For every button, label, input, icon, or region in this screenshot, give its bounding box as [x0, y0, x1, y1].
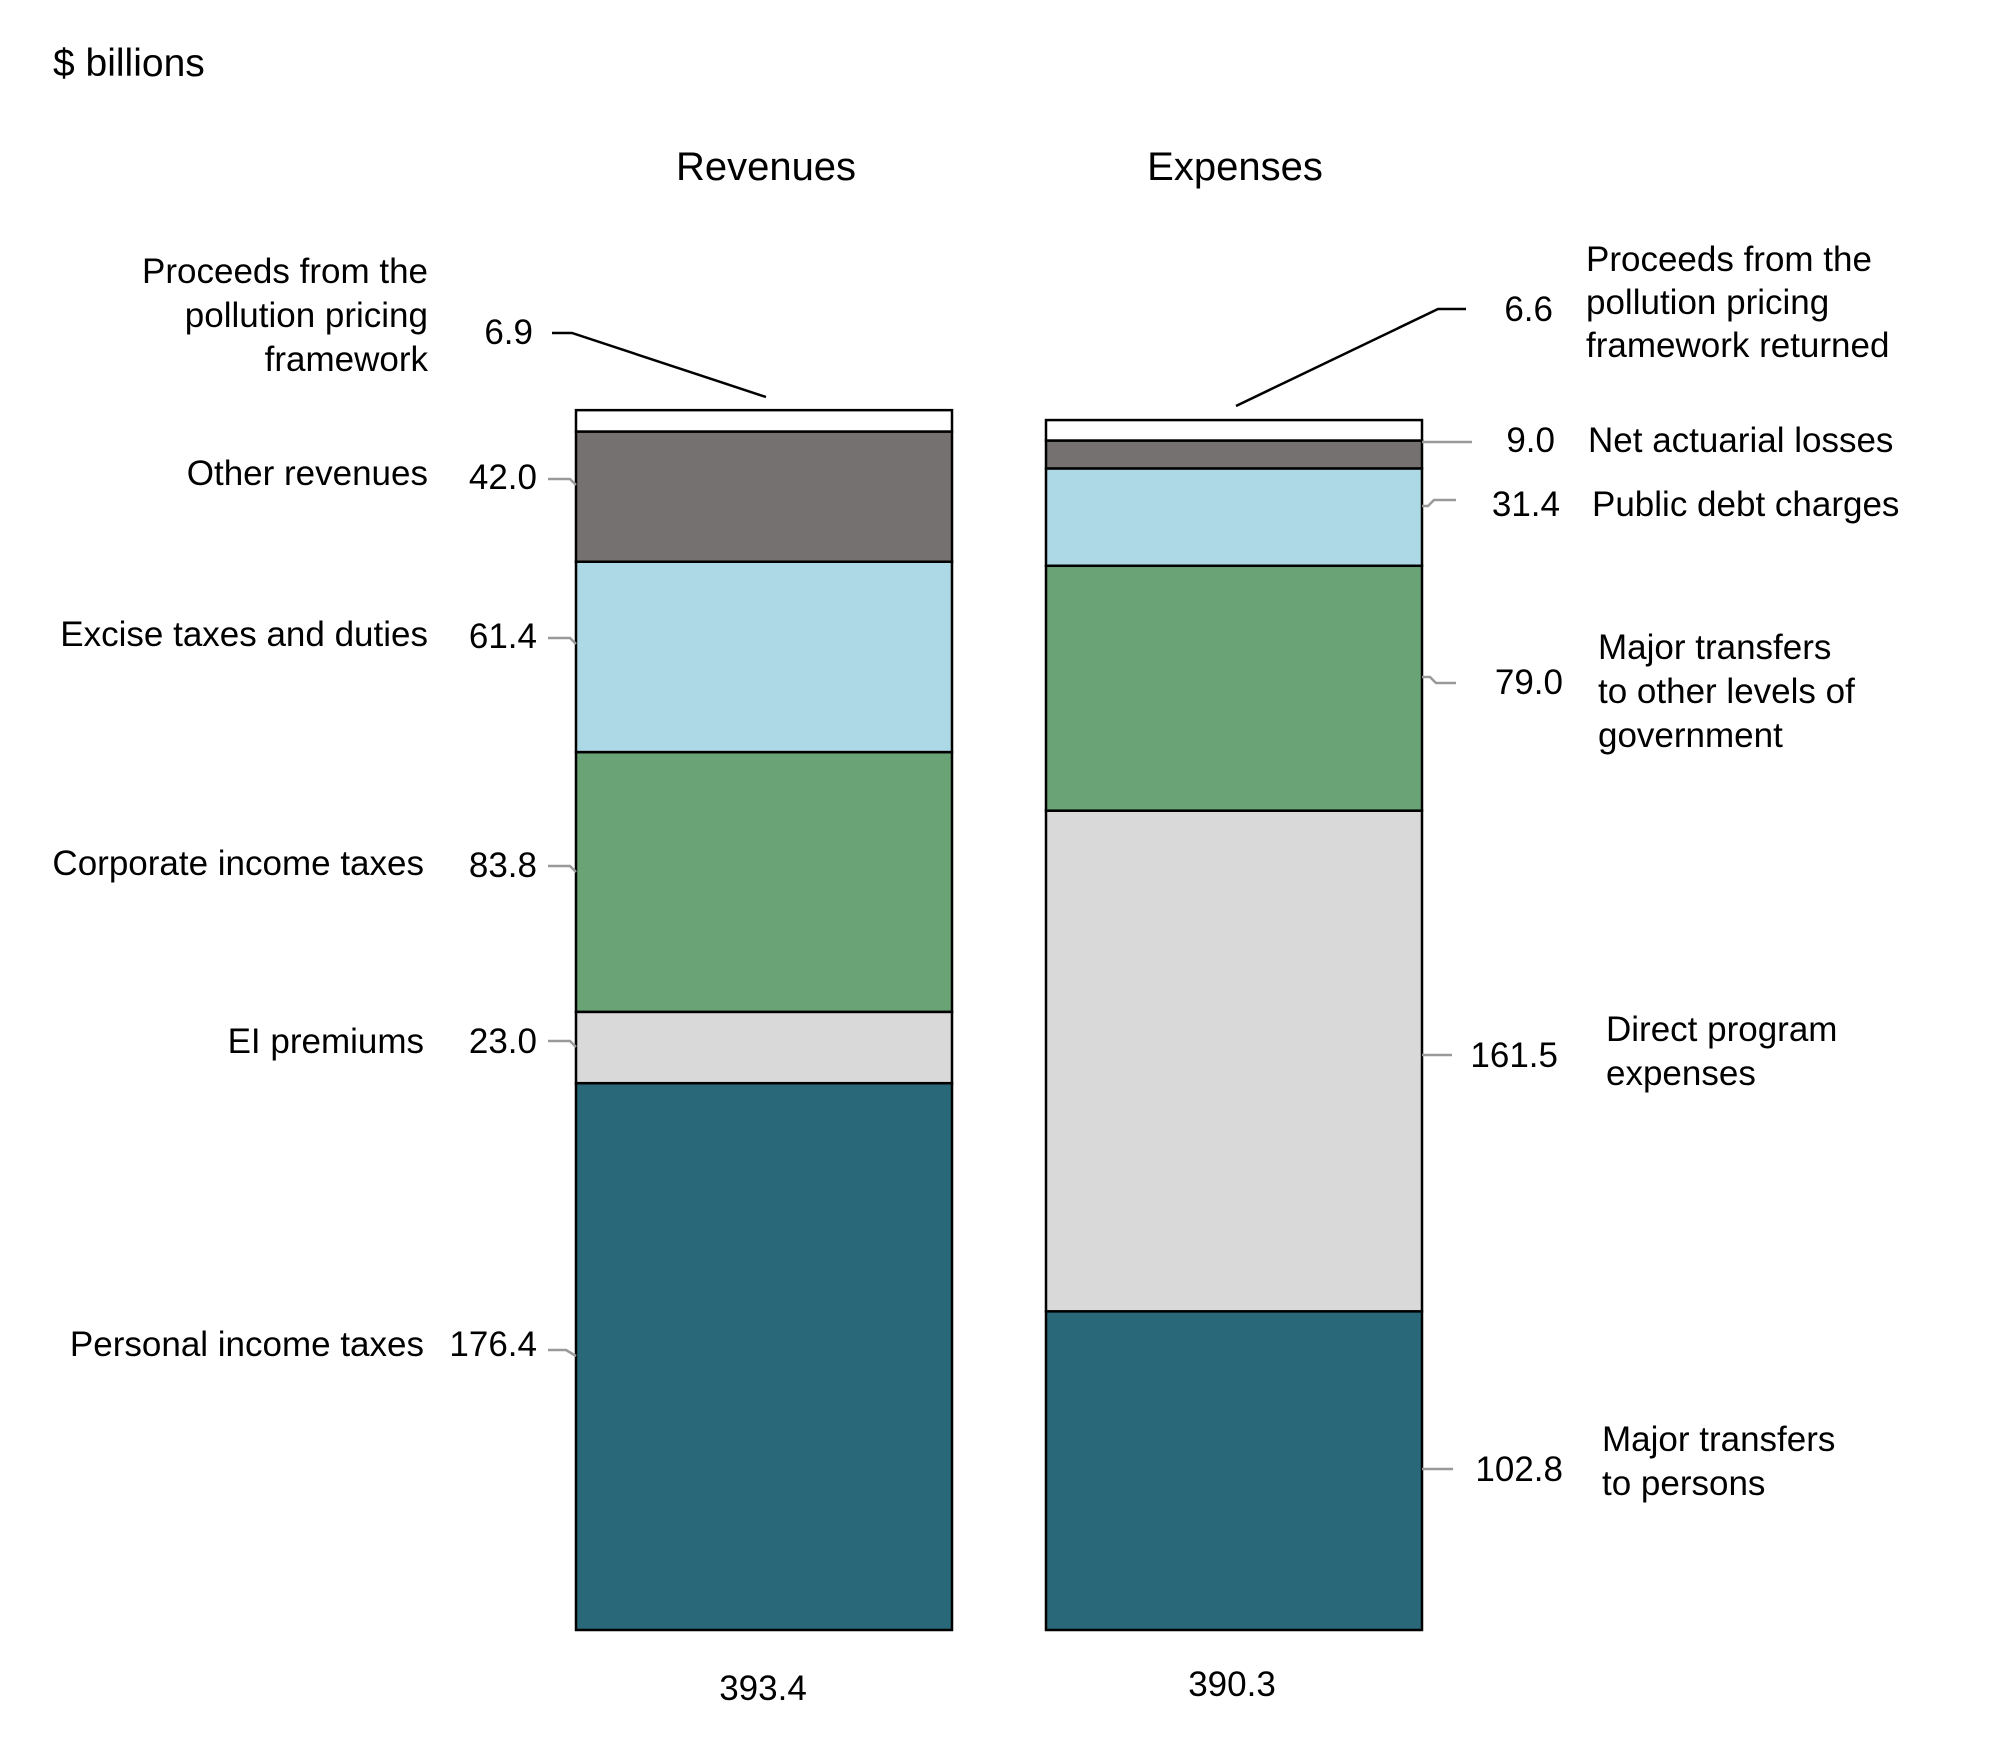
revenues-segment-excise-taxes-and-duties: [574, 560, 954, 754]
expenses-leader-public-debt-charges: [1422, 498, 1456, 508]
revenues-leader-personal-income-taxes: [548, 1348, 577, 1358]
revenues-value-other-revenues: 42.0: [469, 458, 537, 497]
expenses-bar: [1044, 418, 1424, 1632]
revenues-label-excise-taxes-and-duties: Excise taxes and duties: [60, 615, 428, 654]
revenues-label-other-revenues: Other revenues: [187, 454, 428, 493]
expenses-label-major-transfers-to-other-levels-of-government: Major transfers to other levels of governm…: [1598, 628, 1855, 755]
expenses-label-direct-program-expenses: Direct program expenses: [1606, 1010, 1837, 1093]
revenues-segment-proceeds-from-the-pollution-pricing-framework: [574, 408, 954, 433]
revenues-title: Revenues: [676, 145, 856, 189]
revenues-leader-excise-taxes-and-duties: [548, 636, 577, 645]
expenses-segment-major-transfers-to-persons: [1044, 1310, 1424, 1632]
expenses-label-net-actuarial-losses: Net actuarial losses: [1588, 421, 1893, 460]
expenses-label-proceeds-from-the-pollution-pricing-framework-returned: Proceeds from the pollution pricing framew…: [1586, 240, 1889, 365]
revenues-segment-ei-premiums: [574, 1010, 954, 1085]
expenses-value-major-transfers-to-persons: 102.8: [1475, 1450, 1563, 1489]
revenues-leader-proceeds-from-the-pollution-pricing-framework: [552, 331, 767, 399]
expenses-leader-major-transfers-to-other-levels-of-government: [1422, 675, 1456, 685]
revenues-label-ei-premiums: EI premiums: [228, 1022, 424, 1061]
unit-label: $ billions: [53, 42, 205, 85]
revenues-leader-corporate-income-taxes: [548, 864, 577, 873]
revenues-segment-personal-income-taxes: [574, 1081, 954, 1632]
revenues-labels: 176.4 Personal income taxes 23.0 EI premium…: [52, 252, 767, 1364]
expenses-total-label: 390.3: [1188, 1665, 1276, 1704]
revenues-bar: [574, 408, 954, 1632]
revenues-label-proceeds-from-the-pollution-pricing-framework: Proceeds from the pollution pricing framew…: [142, 252, 428, 379]
expenses-label-major-transfers-to-persons: Major transfers to persons: [1602, 1420, 1835, 1503]
revenues-segment-other-revenues: [574, 430, 954, 563]
revenues-leader-ei-premiums: [548, 1039, 577, 1048]
revenues-value-corporate-income-taxes: 83.8: [469, 846, 537, 885]
revenues-segment-corporate-income-taxes: [574, 750, 954, 1014]
revenues-leader-other-revenues: [548, 477, 577, 486]
revenues-value-ei-premiums: 23.0: [469, 1022, 537, 1061]
revenues-value-proceeds-from-the-pollution-pricing-framework: 6.9: [484, 313, 533, 352]
revenues-total-label: 393.4: [719, 1669, 807, 1708]
expenses-segment-major-transfers-to-other-levels-of-government: [1044, 564, 1424, 812]
expenses-value-proceeds-from-the-pollution-pricing-framework-returned: 6.6: [1504, 290, 1553, 329]
expenses-value-major-transfers-to-other-levels-of-government: 79.0: [1495, 663, 1563, 702]
expenses-segment-direct-program-expenses: [1044, 809, 1424, 1313]
expenses-label-public-debt-charges: Public debt charges: [1592, 485, 1899, 524]
expenses-value-direct-program-expenses: 161.5: [1470, 1036, 1558, 1075]
expenses-value-net-actuarial-losses: 9.0: [1506, 421, 1555, 460]
revenues-label-corporate-income-taxes: Corporate income taxes: [52, 844, 424, 883]
expenses-segment-proceeds-from-the-pollution-pricing-framework-returned: [1044, 418, 1424, 442]
expenses-segment-public-debt-charges: [1044, 467, 1424, 568]
expenses-segment-net-actuarial-losses: [1044, 439, 1424, 470]
revenues-label-personal-income-taxes: Personal income taxes: [70, 1325, 424, 1364]
revenues-value-excise-taxes-and-duties: 61.4: [469, 617, 537, 656]
expenses-value-public-debt-charges: 31.4: [1492, 485, 1560, 524]
expenses-title: Expenses: [1147, 145, 1323, 189]
expenses-labels: 102.8 Major transfers to persons 161.5 Direc…: [1235, 240, 1899, 1503]
expenses-leader-proceeds-from-the-pollution-pricing-framework-returned: [1235, 307, 1466, 408]
revenues-value-personal-income-taxes: 176.4: [449, 1325, 537, 1364]
